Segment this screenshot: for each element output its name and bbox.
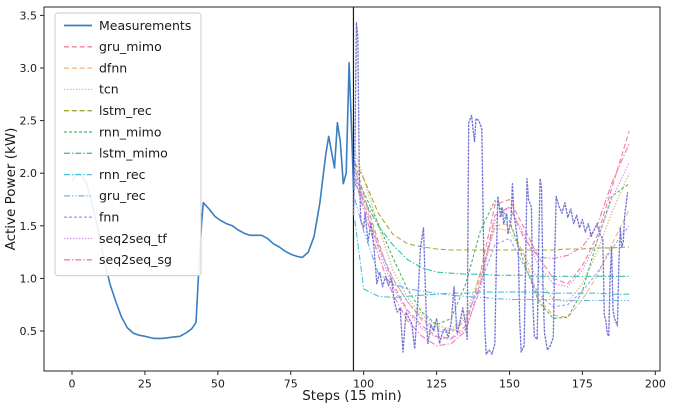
legend-label: gru_rec (99, 188, 146, 203)
series-lines (71, 22, 630, 355)
legend-item-gru_mimo: gru_mimo (64, 39, 162, 54)
legend-item-dfnn: dfnn (64, 60, 127, 75)
axes (40, 6, 661, 375)
x-tick-label: 25 (138, 378, 152, 391)
series-line-gru_rec (354, 199, 630, 302)
x-axis-label: Steps (15 min) (302, 388, 402, 404)
legend-item-seq2seq_sg: seq2seq_sg (64, 252, 172, 267)
legend-item-seq2seq_tf: seq2seq_tf (64, 231, 167, 246)
legend-label: lstm_mimo (99, 146, 168, 161)
legend-box (54, 12, 202, 277)
series-line-tcn (354, 151, 630, 330)
legend-item-rnn_mimo: rnn_mimo (64, 124, 162, 139)
x-tick-label: 100 (353, 378, 374, 391)
x-tick-label: 125 (426, 378, 447, 391)
x-tick-label: 175 (572, 378, 593, 391)
legend-label: fnn (99, 210, 119, 225)
series-line-Measurements (71, 61, 355, 340)
legend-item-fnn: fnn (64, 210, 119, 225)
series-line-lstm_mimo (354, 183, 630, 277)
legend-label: tcn (99, 82, 119, 97)
y-tick-label: 1.5 (20, 220, 38, 233)
y-tick-label: 0.5 (20, 325, 38, 338)
series-line-seq2seq_sg (354, 143, 630, 347)
legend-item-Measurements: Measurements (64, 18, 191, 33)
x-tick-label: 75 (284, 378, 298, 391)
legend-item-tcn: tcn (64, 82, 119, 97)
legend-label: seq2seq_sg (99, 252, 172, 267)
y-axis-label: Active Power (kW) (3, 128, 19, 251)
series-line-gru_mimo (354, 130, 630, 339)
y-tick-label: 3.5 (20, 9, 38, 22)
series-line-seq2seq_tf (354, 162, 630, 340)
y-tick-label: 2.5 (20, 115, 38, 128)
legend-item-lstm_mimo: lstm_mimo (64, 146, 168, 161)
legend-label: seq2seq_tf (99, 231, 167, 246)
tick-labels: 0 25 50 75 100 125 150 175 200 0.5 1.0 1.5 2.0 2.5 3.0… (20, 9, 666, 390)
y-tick-label: 3.0 (20, 62, 38, 75)
legend-item-lstm_rec: lstm_rec (64, 103, 152, 118)
legend-label: dfnn (99, 60, 127, 75)
y-tick-label: 1.0 (20, 272, 38, 285)
legend-label: gru_mimo (99, 39, 162, 54)
legend-item-gru_rec: gru_rec (64, 188, 146, 203)
legend-label: rnn_mimo (99, 124, 162, 139)
legend-label: Measurements (99, 18, 191, 33)
legend-item-rnn_rec: rnn_rec (64, 167, 146, 182)
series-line-fnn (354, 167, 630, 332)
y-tick-label: 2.0 (20, 167, 38, 180)
x-tick-label: 200 (645, 378, 666, 391)
legend-label: lstm_rec (99, 103, 152, 118)
x-tick-label: 150 (499, 378, 520, 391)
x-tick-label: 0 (69, 378, 76, 391)
series-line-unlabeled_purple_actuals (352, 22, 629, 355)
x-tick-label: 50 (211, 378, 225, 391)
legend-label: rnn_rec (99, 167, 146, 182)
